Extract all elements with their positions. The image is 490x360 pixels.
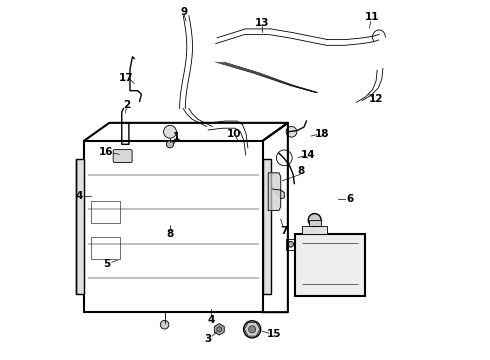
Bar [302,226,327,234]
Bar [295,234,365,296]
Text: 17: 17 [119,73,134,83]
Polygon shape [268,173,281,210]
Circle shape [248,326,256,333]
Circle shape [286,126,297,137]
Text: 13: 13 [255,18,270,28]
Bar [286,239,295,249]
Text: 4: 4 [75,191,83,201]
Text: 1: 1 [173,132,180,142]
Text: 11: 11 [365,13,379,22]
Text: 3: 3 [204,334,211,344]
Text: 5: 5 [103,259,110,269]
Circle shape [167,141,173,148]
Text: 8: 8 [167,229,173,239]
Text: 6: 6 [347,194,354,203]
Text: 7: 7 [281,226,288,236]
Text: 9: 9 [181,7,188,17]
Text: 14: 14 [301,150,316,160]
Polygon shape [272,189,284,199]
Text: 8: 8 [298,166,305,176]
Text: 10: 10 [226,129,241,139]
Bar [309,220,321,226]
Polygon shape [214,324,224,335]
Circle shape [308,213,321,226]
Bar [263,158,270,294]
Bar [92,237,120,258]
Text: 18: 18 [315,129,329,139]
Bar [84,141,263,312]
Text: 12: 12 [369,94,384,104]
Circle shape [217,327,222,332]
Circle shape [244,321,261,338]
Bar [92,202,120,223]
Circle shape [160,320,169,329]
Circle shape [164,125,176,138]
Text: 15: 15 [267,329,282,339]
Text: 4: 4 [207,315,215,325]
Text: 2: 2 [123,100,130,110]
FancyBboxPatch shape [113,150,132,162]
Bar [76,158,84,294]
Circle shape [288,242,294,247]
Text: 16: 16 [99,147,114,157]
